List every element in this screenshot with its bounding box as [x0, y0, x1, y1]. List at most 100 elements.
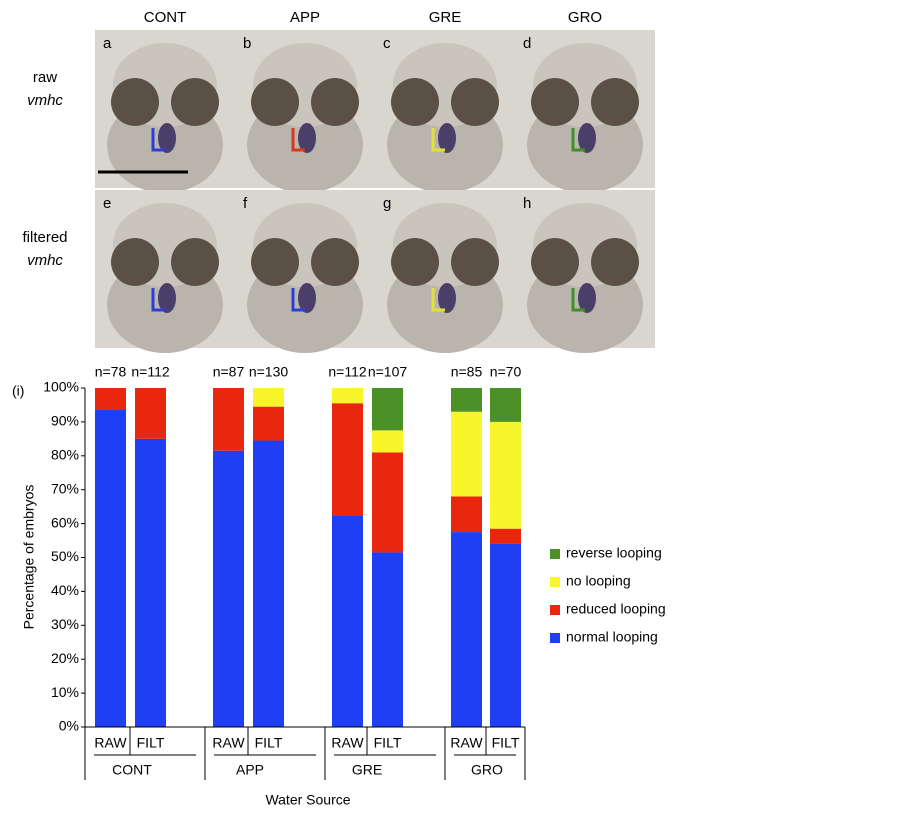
eye [591, 238, 639, 286]
x-tick-label: FILT [255, 735, 283, 751]
x-tick-label: RAW [331, 735, 364, 751]
eye [251, 78, 299, 126]
loop-marker [291, 128, 305, 152]
heart [298, 283, 316, 313]
y-tick-label: 10% [51, 684, 79, 700]
panel-letter: c [383, 35, 391, 52]
heart [158, 283, 176, 313]
legend-label: reduced looping [566, 601, 666, 617]
column-header: CONT [144, 9, 187, 26]
loop-marker [151, 288, 165, 312]
heart [158, 123, 176, 153]
panel-letter: g [383, 195, 391, 212]
bar-segment [253, 406, 284, 441]
group-label: GRE [352, 762, 382, 778]
bar-segment [372, 552, 403, 727]
row-label: raw [33, 69, 57, 86]
bar-segment [135, 388, 166, 439]
y-tick-label: 40% [51, 582, 79, 598]
legend-swatch [550, 605, 560, 615]
y-tick-label: 100% [43, 379, 79, 395]
heart [438, 283, 456, 313]
column-header: GRO [568, 9, 602, 26]
y-tick-label: 90% [51, 413, 79, 429]
loop-marker [571, 128, 585, 152]
bar-label: n=85 [451, 364, 483, 380]
column-header: GRE [429, 9, 462, 26]
bar-segment [95, 410, 126, 727]
eye [451, 238, 499, 286]
embryo-image [375, 190, 515, 353]
bar-segment [490, 543, 521, 727]
legend-swatch [550, 549, 560, 559]
eye [451, 78, 499, 126]
legend-label: reverse looping [566, 545, 662, 561]
panel-label: (i) [12, 383, 24, 399]
y-tick-label: 50% [51, 548, 79, 564]
group-label: GRO [471, 762, 503, 778]
eye [251, 238, 299, 286]
bar-segment [332, 403, 363, 516]
bar-segment [451, 388, 482, 412]
group-label: APP [236, 762, 264, 778]
bar-segment [490, 421, 521, 529]
eye [591, 78, 639, 126]
bar-segment [451, 496, 482, 533]
bar-label: n=130 [249, 364, 289, 380]
x-tick-label: FILT [137, 735, 165, 751]
heart [298, 123, 316, 153]
embryo-image [235, 190, 375, 353]
bar-segment [213, 388, 244, 451]
y-tick-label: 30% [51, 616, 79, 632]
eye [171, 238, 219, 286]
y-tick-label: 20% [51, 650, 79, 666]
bar-segment [332, 515, 363, 727]
embryo-image [515, 190, 655, 353]
loop-marker [291, 288, 305, 312]
embryo-image [95, 190, 235, 353]
bar-segment [451, 532, 482, 727]
panel-letter: e [103, 195, 111, 212]
embryo-image [375, 30, 515, 193]
panel-letter: f [243, 195, 248, 212]
loop-marker [431, 128, 445, 152]
loop-marker [571, 288, 585, 312]
bar-label: n=70 [490, 364, 522, 380]
bar-segment [490, 388, 521, 422]
heart [438, 123, 456, 153]
bar-label: n=78 [95, 364, 127, 380]
x-tick-label: RAW [212, 735, 245, 751]
bar-label: n=112 [131, 364, 169, 380]
bar-segment [213, 450, 244, 727]
panel-letter: b [243, 35, 251, 52]
loop-marker [151, 128, 165, 152]
bar-segment [253, 440, 284, 727]
bar-label: n=112 [328, 364, 366, 380]
eye [171, 78, 219, 126]
x-tick-label: FILT [492, 735, 520, 751]
bar-label: n=107 [368, 364, 408, 380]
loop-marker [431, 288, 445, 312]
y-tick-label: 70% [51, 480, 79, 496]
eye [111, 78, 159, 126]
eye [531, 238, 579, 286]
row-label: filtered [22, 229, 67, 246]
row-gene: vmhc [27, 252, 63, 269]
bar-segment [490, 528, 521, 544]
bar-segment [253, 388, 284, 407]
eye [391, 78, 439, 126]
bar-label: n=87 [213, 364, 245, 380]
legend-swatch [550, 633, 560, 643]
x-tick-label: FILT [374, 735, 402, 751]
heart [578, 283, 596, 313]
panel-letter: a [103, 35, 112, 52]
y-tick-label: 0% [59, 718, 79, 734]
embryo-image [515, 30, 655, 193]
bar-segment [451, 411, 482, 497]
panel-letter: d [523, 35, 531, 52]
eye [311, 238, 359, 286]
legend-label: normal looping [566, 629, 658, 645]
eye [531, 78, 579, 126]
